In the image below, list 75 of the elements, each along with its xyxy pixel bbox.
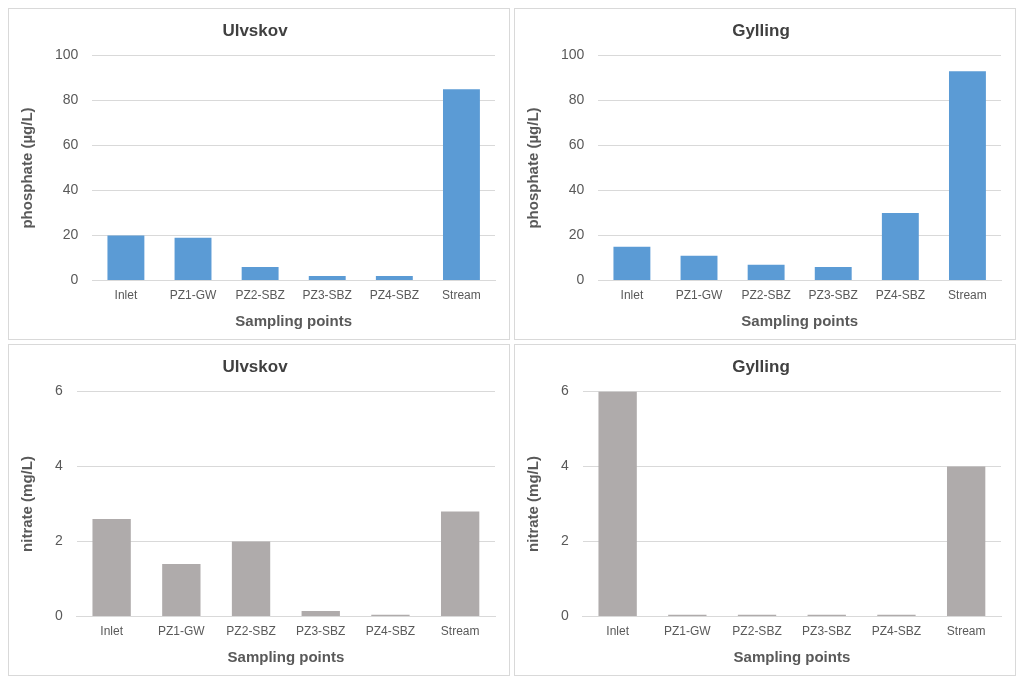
x-tick-label: Inlet	[100, 624, 124, 639]
bar	[174, 237, 212, 281]
x-tick-label: Inlet	[606, 624, 630, 639]
y-tick-label: 0	[54, 607, 63, 624]
y-tick-label: 6	[54, 382, 63, 399]
y-tick-label: 100	[561, 46, 585, 63]
x-tick-label: Inlet	[620, 288, 644, 303]
y-tick-label: 20	[62, 226, 79, 243]
x-tick-label: PZ3-SBZ	[802, 624, 852, 639]
y-tick-label: 100	[55, 46, 79, 63]
x-tick-label: PZ2-SBZ	[235, 288, 285, 303]
x-tick-label: Stream	[442, 288, 481, 303]
bar	[613, 246, 651, 281]
x-tick-label: PZ3-SBZ	[302, 288, 352, 303]
bar	[301, 610, 340, 617]
bar	[375, 276, 413, 281]
x-tick-label: Inlet	[114, 288, 138, 303]
bar	[241, 267, 279, 281]
bar	[442, 89, 480, 281]
y-tick-label: 60	[568, 136, 585, 153]
x-tick-label: PZ4-SBZ	[369, 288, 420, 303]
chart-title: Ulvskov	[222, 356, 289, 376]
bar	[231, 541, 271, 617]
y-tick-label: 20	[568, 226, 585, 243]
x-axis-title: Sampling points	[741, 312, 859, 330]
y-tick-label: 40	[62, 181, 79, 198]
chart-title: Gylling	[732, 356, 790, 376]
x-tick-label: PZ2-SBZ	[741, 288, 791, 303]
x-tick-label: PZ4-SBZ	[365, 624, 416, 639]
y-tick-label: 80	[62, 91, 79, 108]
y-tick-label: 0	[576, 271, 585, 288]
bar	[814, 267, 852, 281]
y-tick-label: 6	[560, 382, 569, 399]
bar	[308, 276, 346, 281]
bar	[948, 71, 986, 281]
y-tick-label: 80	[568, 91, 585, 108]
bar	[162, 564, 201, 617]
bar	[747, 264, 785, 281]
x-tick-label: PZ1-GW	[675, 288, 724, 303]
bar	[440, 511, 480, 617]
bar	[680, 255, 718, 281]
x-tick-label: PZ2-SBZ	[226, 624, 276, 639]
x-tick-label: PZ1-GW	[169, 288, 218, 303]
y-tick-label: 0	[560, 607, 569, 624]
y-axis-title: phosphate (µg/L)	[524, 107, 542, 229]
chart-title: Ulvskov	[222, 20, 289, 40]
x-tick-label: PZ3-SBZ	[808, 288, 858, 303]
x-tick-label: PZ4-SBZ	[875, 288, 926, 303]
bar	[881, 213, 919, 281]
x-axis-title: Sampling points	[733, 648, 851, 666]
bar	[598, 391, 637, 617]
x-tick-label: PZ4-SBZ	[871, 624, 922, 639]
bar	[107, 235, 145, 281]
y-tick-label: 40	[568, 181, 585, 198]
y-tick-label: 4	[54, 457, 63, 474]
bar	[92, 519, 131, 617]
y-tick-label: 2	[54, 532, 63, 549]
chart-title: Gylling	[732, 20, 790, 40]
bar	[946, 466, 986, 617]
y-tick-label: 2	[560, 532, 569, 549]
y-axis-title: phosphate (µg/L)	[18, 107, 36, 229]
y-tick-label: 60	[62, 136, 79, 153]
x-tick-label: PZ3-SBZ	[296, 624, 346, 639]
x-tick-label: Stream	[946, 624, 986, 639]
x-tick-label: Stream	[440, 624, 480, 639]
x-tick-label: PZ1-GW	[158, 624, 206, 639]
x-tick-label: PZ1-GW	[664, 624, 712, 639]
x-tick-label: Stream	[948, 288, 987, 303]
y-axis-title: nitrate (mg/L)	[18, 456, 36, 552]
y-axis-title: nitrate (mg/L)	[524, 456, 542, 552]
x-axis-title: Sampling points	[235, 312, 353, 330]
x-axis-title: Sampling points	[227, 648, 345, 666]
x-tick-label: PZ2-SBZ	[732, 624, 782, 639]
y-tick-label: 0	[70, 271, 79, 288]
y-tick-label: 4	[560, 457, 569, 474]
